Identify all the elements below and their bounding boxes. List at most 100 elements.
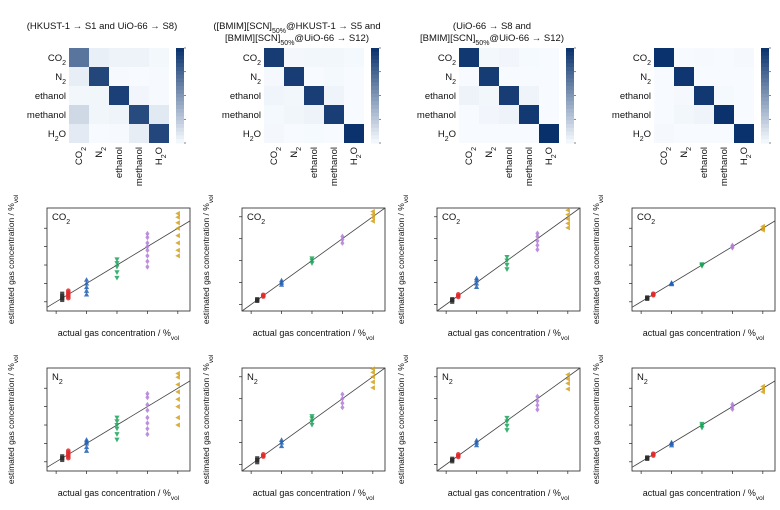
colorbar-segment xyxy=(371,131,379,136)
data-point xyxy=(535,402,540,409)
heatmap-cell xyxy=(654,67,674,86)
data-point xyxy=(504,419,510,425)
scatter-panel-b: CO2 actual gas concentration / %vol estima… xyxy=(6,194,191,342)
data-point xyxy=(504,255,510,260)
data-point xyxy=(175,389,180,395)
heatmap-col-label: N2 xyxy=(484,147,498,158)
data-point xyxy=(278,437,285,442)
colorbar-segment xyxy=(566,55,574,60)
colorbar-segment xyxy=(761,116,769,121)
heatmap-cell xyxy=(109,48,129,67)
heatmap-cell xyxy=(519,105,539,124)
colorbar-segment xyxy=(761,135,769,140)
data-point xyxy=(473,275,480,281)
data-point xyxy=(565,225,570,231)
plot-frame xyxy=(46,207,191,312)
y-axis-label: estimated gas concentration / %vol xyxy=(6,194,20,324)
gas-label: CO2 xyxy=(637,212,655,226)
data-point xyxy=(145,258,150,265)
data-point xyxy=(668,280,675,285)
x-axis-label: actual gas concentration / %vol xyxy=(253,328,375,342)
colorbar-segment xyxy=(761,120,769,125)
heatmap-cell xyxy=(539,67,559,86)
data-point xyxy=(145,240,150,246)
heatmap-cell xyxy=(344,48,364,67)
heatmap-cell xyxy=(89,67,109,86)
data-point xyxy=(455,292,461,297)
heatmap-col-label: ethanol xyxy=(114,147,125,178)
data-point xyxy=(83,448,90,453)
data-point xyxy=(340,240,345,246)
heatmap-subtitle: (UiO-66 → S8 and xyxy=(453,21,531,32)
data-point xyxy=(145,247,150,254)
data-point xyxy=(114,415,120,421)
y-axis-label: estimated gas concentration / %vol xyxy=(201,194,215,324)
colorbar-segment xyxy=(371,59,379,64)
heatmap-cell xyxy=(459,105,479,124)
heatmap-cell xyxy=(539,124,559,143)
scatter-panel-e: CO2 actual gas concentration / %vol estima… xyxy=(201,194,386,342)
heatmap-cell xyxy=(344,124,364,143)
data-point xyxy=(145,390,150,397)
heatmap-row-label: methanol xyxy=(27,110,66,121)
data-point xyxy=(370,208,375,215)
colorbar-segment xyxy=(761,124,769,129)
data-point xyxy=(145,252,150,259)
plot-frame xyxy=(46,367,191,472)
data-point xyxy=(175,370,180,377)
data-point xyxy=(145,394,150,401)
data-point xyxy=(340,395,345,402)
data-point xyxy=(175,374,180,380)
heatmap-row-label: ethanol xyxy=(620,91,651,102)
heatmap-cell xyxy=(264,67,284,86)
gas-label: CO2 xyxy=(247,212,265,226)
data-point xyxy=(650,291,656,297)
data-point xyxy=(535,242,540,249)
gas-label: N2 xyxy=(442,372,453,386)
heatmap-cell xyxy=(304,67,324,86)
heatmap-cell xyxy=(654,48,674,67)
colorbar-segment xyxy=(176,93,184,98)
colorbar-segment xyxy=(176,86,184,91)
y-axis-label: estimated gas concentration / %vol xyxy=(396,354,410,484)
heatmap-cell xyxy=(654,105,674,124)
data-point xyxy=(340,236,345,243)
colorbar-segment xyxy=(761,131,769,136)
colorbar-segment xyxy=(761,139,769,144)
colorbar-segment xyxy=(176,127,184,133)
heatmap-subtitle: ([BMIM][SCN]50%@HKUST-1 → S5 and xyxy=(213,21,380,35)
plot-frame xyxy=(436,207,581,312)
heatmap-cell xyxy=(694,124,714,143)
colorbar-segment xyxy=(176,55,184,60)
data-point xyxy=(565,216,570,222)
data-point xyxy=(175,404,180,410)
colorbar-segment xyxy=(176,105,184,110)
heatmap-cell xyxy=(109,67,129,86)
colorbar-segment xyxy=(566,67,574,72)
heatmap-cell xyxy=(69,67,89,86)
colorbar-segment xyxy=(371,105,379,110)
heatmap-cell xyxy=(304,105,324,124)
heatmap-panel-d: ([BMIM][SCN]50%@HKUST-1 → S5 and[BMIM][S… xyxy=(213,21,381,186)
data-point xyxy=(83,288,90,293)
data-point xyxy=(114,432,120,437)
heatmap-col-label: H2O xyxy=(739,147,753,165)
heatmap-cell xyxy=(109,105,129,124)
gas-label: CO2 xyxy=(442,212,460,226)
colorbar-segment xyxy=(176,74,184,79)
colorbar-segment xyxy=(371,89,379,95)
data-point xyxy=(370,366,375,372)
data-point xyxy=(145,243,150,250)
heatmap-cell xyxy=(284,105,304,124)
colorbar-segment xyxy=(761,82,769,87)
heatmap-cell xyxy=(539,86,559,105)
heatmap-cell xyxy=(519,86,539,105)
colorbar-segment xyxy=(371,116,379,121)
heatmap-cell xyxy=(714,48,734,67)
heatmap-cell xyxy=(539,48,559,67)
colorbar-segment xyxy=(371,86,379,91)
heatmap-cell xyxy=(714,86,734,105)
data-point xyxy=(473,284,480,289)
heatmap-cell xyxy=(479,105,499,124)
scatter-panel-l: N2 actual gas concentration / %vol estimat… xyxy=(591,354,776,502)
